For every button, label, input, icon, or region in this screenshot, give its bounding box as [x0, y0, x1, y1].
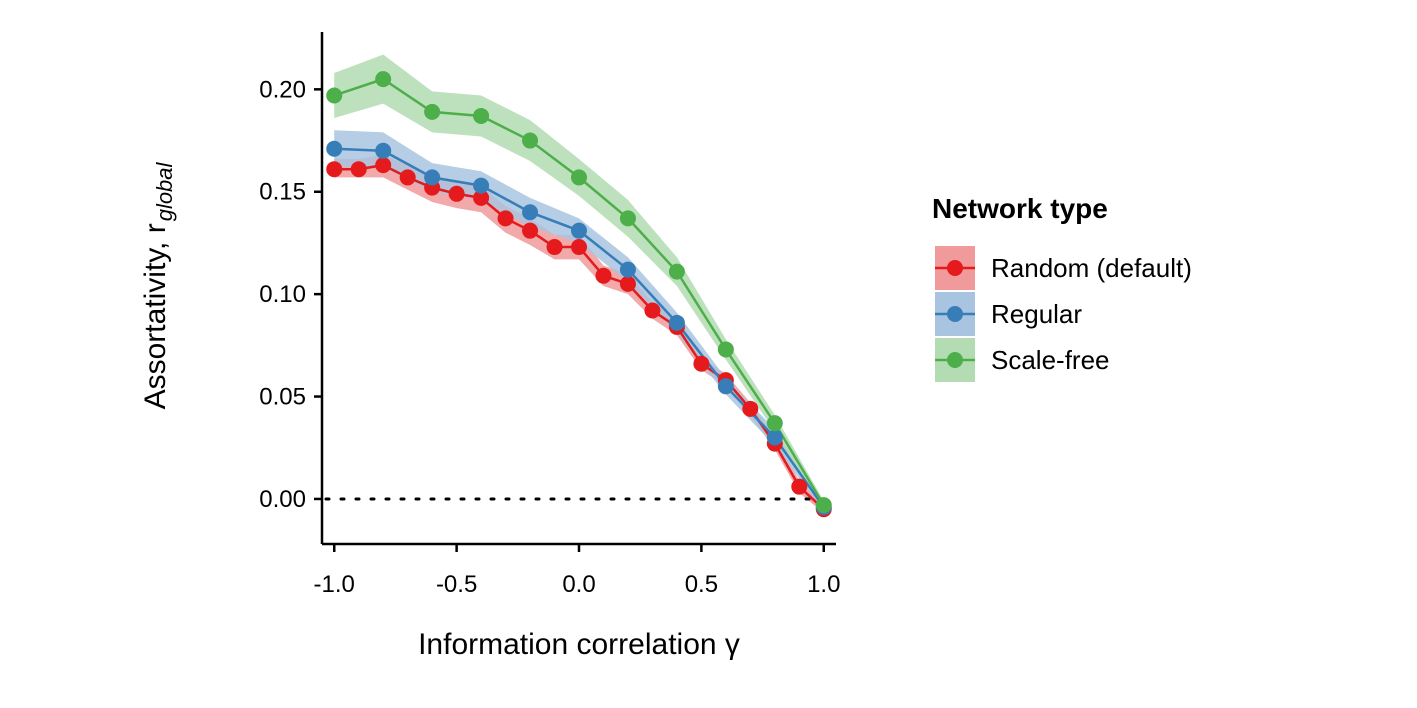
- point-scale-free: [668, 263, 685, 280]
- legend-label: Regular: [991, 299, 1082, 329]
- point-random-default: [742, 400, 759, 417]
- point-random-default: [791, 478, 808, 495]
- point-scale-free: [717, 341, 734, 358]
- point-regular: [668, 314, 685, 331]
- point-random-default: [326, 161, 343, 178]
- point-random-default: [399, 169, 416, 186]
- series-lines: [333, 77, 825, 511]
- point-random-default: [375, 157, 392, 174]
- band-random-default: [334, 154, 824, 514]
- x-tick-label: -1.0: [314, 571, 355, 598]
- point-random-default: [693, 355, 710, 372]
- x-axis-ticks: -1.0 -0.5 0.0 0.5 1.0: [314, 544, 840, 598]
- point-regular: [424, 169, 441, 186]
- x-tick-label: 0.5: [685, 571, 718, 598]
- legend-label: Scale-free: [991, 345, 1110, 375]
- legend-item-scale-free: Scale-free: [935, 338, 1110, 382]
- y-tick-label: 0.20: [259, 76, 306, 103]
- x-tick-label: 0.0: [562, 571, 595, 598]
- line-regular: [334, 147, 825, 508]
- point-regular: [766, 429, 783, 446]
- legend-label: Random (default): [991, 253, 1192, 283]
- line-scale-free: [333, 77, 825, 506]
- x-tick-label: 1.0: [807, 571, 840, 598]
- legend-item-random-default: Random (default): [935, 246, 1192, 290]
- point-random-default: [497, 210, 514, 227]
- point-regular: [326, 140, 343, 157]
- point-random-default: [546, 239, 563, 256]
- legend-title: Network type: [932, 193, 1108, 224]
- confidence-bands: [334, 54, 824, 514]
- point-random-default: [595, 267, 612, 284]
- legend-item-regular: Regular: [935, 292, 1082, 336]
- y-tick-label: 0.00: [259, 486, 306, 513]
- y-tick-label: 0.05: [259, 384, 306, 411]
- point-random-default: [619, 275, 636, 292]
- point-scale-free: [473, 107, 490, 124]
- legend-point: [947, 306, 963, 322]
- y-axis-ticks: 0.00 0.05 0.10 0.15 0.20: [259, 76, 322, 513]
- y-axis-title-subscript: global: [152, 161, 177, 221]
- legend-point: [947, 260, 963, 276]
- legend-point: [947, 352, 963, 368]
- point-regular: [473, 177, 490, 194]
- y-axis-title-main: Assortativity, r: [139, 223, 172, 409]
- point-scale-free: [619, 210, 636, 227]
- legend-items: Random (default) Regular Scale-free: [935, 246, 1192, 382]
- point-scale-free: [326, 87, 343, 104]
- point-scale-free: [424, 103, 441, 120]
- point-random-default: [571, 239, 587, 256]
- point-random-default: [350, 161, 367, 178]
- axes: 0.00 0.05 0.10 0.15 0.20 -1.0 -0.5 0.0 0.5 1.0: [259, 32, 840, 598]
- point-scale-free: [571, 169, 587, 186]
- point-scale-free: [815, 497, 832, 514]
- plot-area: [324, 54, 838, 518]
- point-scale-free: [522, 132, 539, 149]
- x-axis-title: Information correlation γ: [418, 628, 740, 661]
- point-random-default: [448, 185, 465, 202]
- y-tick-label: 0.15: [259, 179, 306, 206]
- line-random-default: [334, 163, 825, 511]
- point-regular: [375, 142, 392, 159]
- band-scale-free: [334, 54, 824, 510]
- point-scale-free: [766, 415, 783, 432]
- point-random-default: [473, 189, 490, 206]
- y-axis-title: Assortativity, rglobal: [139, 161, 177, 409]
- point-regular: [522, 204, 539, 221]
- series-points: [326, 71, 832, 518]
- y-tick-label: 0.10: [259, 281, 306, 308]
- point-regular: [571, 222, 587, 239]
- point-regular: [619, 261, 636, 278]
- point-random-default: [522, 222, 539, 239]
- x-tick-label: -0.5: [436, 571, 477, 598]
- point-random-default: [644, 302, 661, 319]
- point-scale-free: [375, 71, 392, 88]
- legend: Network type Random (default) Regular Scal…: [932, 193, 1192, 382]
- point-regular: [717, 378, 734, 395]
